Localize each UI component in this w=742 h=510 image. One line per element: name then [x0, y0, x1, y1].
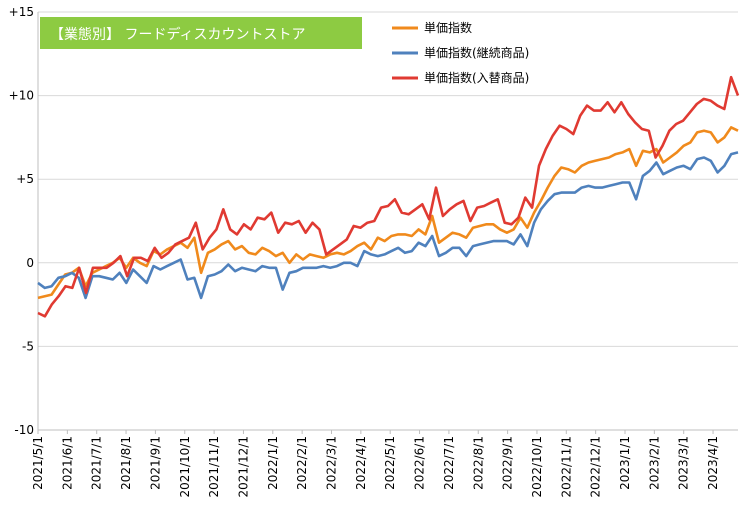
- x-tick-label: 2022/8/1: [471, 436, 485, 490]
- x-tick-label: 2021/10/1: [178, 436, 192, 498]
- gridlines: [38, 11, 738, 431]
- chart-title-box: 【業態別】 フードディスカウントストア: [40, 17, 362, 49]
- legend-item-0: 単価指数: [392, 20, 472, 35]
- x-tick-label: 2021/8/1: [119, 436, 133, 490]
- x-tick-label: 2021/7/1: [90, 436, 104, 490]
- x-tick-label: 2023/3/1: [677, 436, 691, 490]
- x-tick-label: 2021/11/1: [207, 436, 221, 498]
- legend-label: 単価指数: [424, 20, 472, 35]
- series-line-2: [37, 75, 740, 318]
- x-tick-label: 2021/5/1: [31, 436, 45, 490]
- x-tick-label: 2022/6/1: [413, 436, 427, 490]
- y-axis: -10 -5 0 +5 +10 +15: [9, 5, 39, 437]
- x-tick-label: 2022/5/1: [383, 436, 397, 490]
- x-tick-label: 2023/1/1: [618, 436, 632, 490]
- x-tick-label: 2022/2/1: [295, 436, 309, 490]
- legend-label: 単価指数(継続商品): [424, 45, 529, 60]
- x-tick-label: 2021/12/1: [236, 436, 250, 498]
- x-tick-label: 2023/2/1: [647, 436, 661, 490]
- y-tick-label: -10: [14, 423, 34, 437]
- chart-title: 【業態別】 フードディスカウントストア: [50, 26, 305, 43]
- series-line-0: [37, 126, 739, 300]
- legend-item-1: 単価指数(継続商品): [392, 45, 529, 60]
- x-tick-label: 2022/1/1: [266, 436, 280, 490]
- series-lines: [37, 75, 740, 318]
- x-tick-label: 2022/4/1: [354, 436, 368, 490]
- y-tick-label: -5: [22, 339, 34, 353]
- y-tick-label: +5: [16, 172, 34, 186]
- legend-item-2: 単価指数(入替商品): [392, 70, 529, 85]
- x-tick-label: 2021/9/1: [148, 436, 162, 490]
- x-tick-label: 2022/3/1: [325, 436, 339, 490]
- series-line-1: [37, 151, 739, 300]
- y-tick-label: +15: [9, 5, 34, 19]
- y-tick-label: +10: [9, 89, 34, 103]
- x-tick-label: 2022/12/1: [589, 436, 603, 498]
- x-axis: 2021/5/1 2021/6/1 2021/7/1 2021/8/1 2021/9/1…: [31, 429, 738, 498]
- x-tick-label: 2023/4/1: [706, 436, 720, 490]
- legend-label: 単価指数(入替商品): [424, 70, 529, 85]
- x-tick-label: 2022/10/1: [530, 436, 544, 498]
- x-tick-label: 2021/6/1: [60, 436, 74, 490]
- x-tick-label: 2022/11/1: [559, 436, 573, 498]
- x-tick-label: 2022/7/1: [442, 436, 456, 490]
- x-tick-label: 2022/9/1: [501, 436, 515, 490]
- y-tick-label: 0: [26, 256, 34, 270]
